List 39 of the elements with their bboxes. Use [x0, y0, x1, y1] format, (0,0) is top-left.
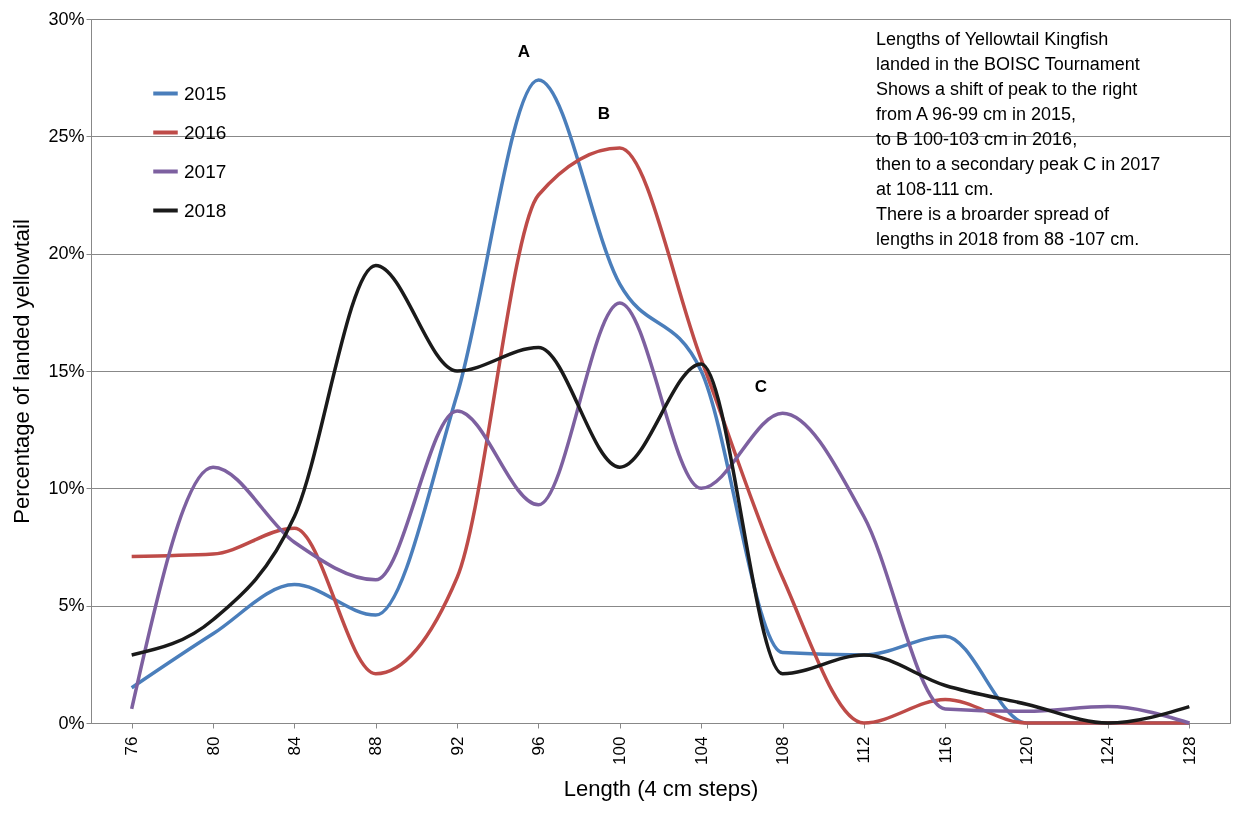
- x-tick-label: 108: [773, 736, 793, 765]
- legend-label: 2018: [184, 199, 227, 221]
- annotation: then to a secondary peak C in 2017: [876, 154, 1161, 174]
- y-tick-label: 5%: [58, 595, 85, 616]
- annotation: at 108-111 cm.: [876, 179, 994, 199]
- annotation: to B 100-103 cm in 2016,: [876, 129, 1078, 149]
- x-tick-label: 128: [1179, 736, 1199, 765]
- annotation: landed in the BOISC Tournament: [876, 54, 1140, 74]
- legend-label: 2017: [184, 160, 227, 182]
- annotation: lengths in 2018 from 88 -107 cm.: [876, 229, 1140, 249]
- legend-label: 2015: [184, 82, 227, 104]
- x-tick-label: 76: [122, 736, 142, 756]
- y-tick-label: 10%: [48, 477, 85, 498]
- annotation: Shows a shift of peak to the right: [876, 79, 1138, 99]
- annotation: C: [754, 377, 768, 396]
- x-tick-label: 80: [203, 736, 223, 756]
- x-tick-label: 124: [1098, 736, 1118, 765]
- annotation: B: [597, 104, 611, 123]
- y-tick-label: 0%: [58, 712, 85, 733]
- x-tick-label: 104: [691, 736, 711, 765]
- annotation: Lengths of Yellowtail Kingfish: [876, 29, 1109, 49]
- x-tick-label: 120: [1017, 736, 1037, 765]
- y-axis-title: Percentage of landed yellowtail: [9, 219, 35, 524]
- annotation: A: [517, 42, 531, 61]
- x-tick-label: 100: [610, 736, 630, 765]
- x-tick-label: 88: [366, 736, 386, 756]
- y-tick-label: 25%: [48, 125, 85, 146]
- y-tick-label: 15%: [48, 360, 85, 381]
- x-tick-label: 116: [935, 736, 955, 764]
- y-tick-label: 20%: [48, 243, 85, 264]
- x-tick-label: 92: [447, 736, 467, 756]
- x-tick-label: 84: [284, 736, 304, 756]
- x-tick-label: 112: [854, 736, 874, 764]
- annotation: There is a broarder spread of: [876, 204, 1111, 224]
- x-tick-label: 96: [528, 736, 548, 756]
- annotation: from A 96-99 cm in 2015,: [876, 104, 1077, 124]
- x-axis-title: Length (4 cm steps): [563, 775, 759, 801]
- legend-label: 2016: [184, 121, 227, 143]
- y-tick-label: 30%: [48, 8, 85, 29]
